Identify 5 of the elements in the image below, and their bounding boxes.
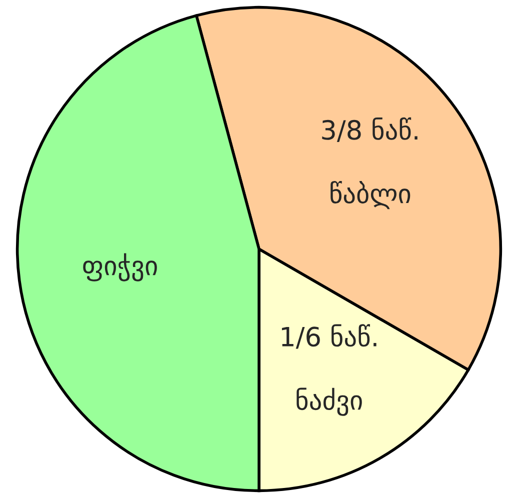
slice-label: წაბლი	[330, 180, 410, 210]
data-label: 1/6 ნაწ.	[282, 324, 376, 349]
slice-label: ნაძვი	[296, 388, 362, 416]
data-label: 3/8 ნაწ.	[322, 117, 418, 142]
slice-label: ფიჭვი	[83, 253, 157, 282]
